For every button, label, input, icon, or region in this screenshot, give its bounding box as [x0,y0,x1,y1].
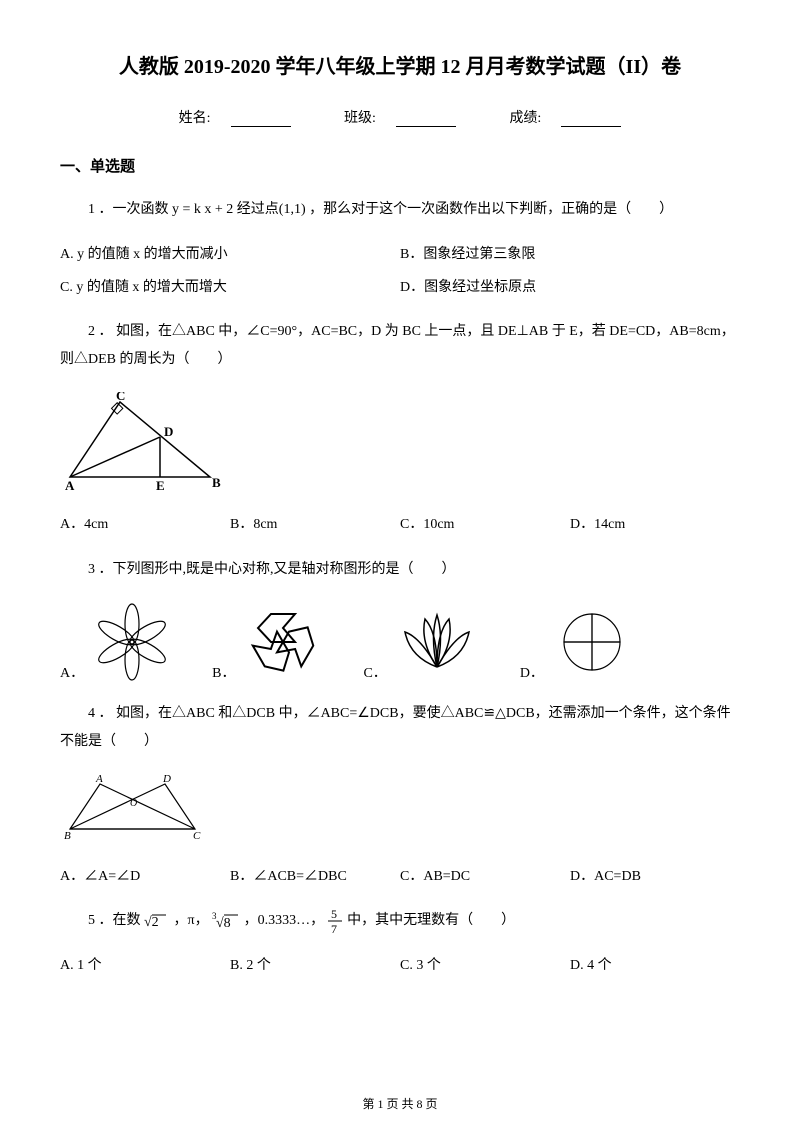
q5-mid1: ，π， [174,913,209,928]
q5-mid2: ，0.3333…， [244,913,325,928]
score-blank [561,113,621,127]
q2-figure: A C B D E [60,392,740,497]
q5-options: A. 1 个 B. 2 个 C. 3 个 D. 4 个 [60,953,740,978]
exam-title: 人教版 2019-2020 学年八年级上学期 12 月月考数学试题（II）卷 [60,50,740,79]
svg-text:E: E [156,478,165,492]
q3-opt-d-label: D． [520,662,544,682]
q3-opt-c-label: C． [363,662,386,682]
q2-opt-b: B．8cm [230,512,400,537]
hexagon-icon [243,602,323,682]
q5-prefix: 5 ．在数 [88,913,141,928]
question-4: 4 ． 如图，在△ABC 和△DCB 中，∠ABC=∠DCB，要使△ABC≌△D… [60,700,740,756]
pinwheel-icon [552,602,632,682]
svg-text:D: D [164,424,173,439]
page-footer: 第 1 页 共 8 页 [0,1095,800,1112]
q2-opt-d: D．14cm [570,512,740,537]
svg-text:B: B [212,475,221,490]
q5-opt-a: A. 1 个 [60,953,230,978]
lotus-icon [395,607,480,682]
q4-options: A．∠A=∠D B．∠ACB=∠DBC C．AB=DC D．AC=DB [60,864,740,889]
q4-opt-a: A．∠A=∠D [60,864,230,889]
class-blank [396,113,456,127]
svg-text:O: O [130,798,137,809]
fraction-5-7-icon: 57 [328,907,344,935]
q5-opt-b: B. 2 个 [230,953,400,978]
q3-shapes: A． B． C． [60,602,740,682]
flower-icon [92,602,172,682]
q5-opt-c: C. 3 个 [400,953,570,978]
question-1: 1 ．一次函数 y = k x + 2 经过点(1,1) ，那么对于这个一次函数… [60,196,740,224]
name-label: 姓名: [179,111,211,126]
q4-opt-b: B．∠ACB=∠DBC [230,864,400,889]
q1-opt-d: D．图象经过坐标原点 [400,275,740,300]
class-label: 班级: [344,111,376,126]
q1-opt-c: C. y 的值随 x 的增大而增大 [60,275,400,300]
cbrt8-icon: 3√8 [212,911,240,931]
score-label: 成绩: [509,111,541,126]
q1-opt-a: A. y 的值随 x 的增大而减小 [60,242,400,267]
question-3: 3 ．下列图形中,既是中心对称,又是轴对称图形的是（ ） [60,556,740,584]
svg-text:7: 7 [331,922,337,935]
q3-opt-a-label: A． [60,662,84,682]
q1-options-row2: C. y 的值随 x 的增大而增大 D．图象经过坐标原点 [60,275,740,300]
question-2: 2 ． 如图，在△ABC 中，∠C=90°，AC=BC，D 为 BC 上一点，且… [60,318,740,374]
student-info-line: 姓名: 班级: 成绩: [60,107,740,127]
svg-text:A: A [95,774,103,785]
q4-opt-c: C．AB=DC [400,864,570,889]
q2-options: A．4cm B．8cm C．10cm D．14cm [60,512,740,537]
name-blank [231,113,291,127]
svg-text:B: B [64,830,71,842]
svg-text:5: 5 [331,907,337,921]
q2-opt-a: A．4cm [60,512,230,537]
svg-text:D: D [162,774,171,785]
q3-opt-b-label: B． [212,662,235,682]
q4-opt-d: D．AC=DB [570,864,740,889]
svg-text:C: C [193,830,201,842]
q5-opt-d: D. 4 个 [570,953,740,978]
q4-figure: A D B C O [60,774,740,849]
q1-opt-b: B．图象经过第三象限 [400,242,740,267]
svg-text:√2: √2 [144,915,159,930]
q5-suffix: 中，其中无理数有（ ） [347,913,515,928]
svg-text:A: A [65,478,75,492]
q2-opt-c: C．10cm [400,512,570,537]
section-1-header: 一、单选题 [60,155,740,176]
sqrt2-icon: √2 [144,912,170,930]
svg-text:C: C [116,392,125,403]
svg-text:√8: √8 [216,916,231,931]
question-5: 5 ．在数 √2 ，π， 3√8 ，0.3333…， 57 中，其中无理数有（ … [60,907,740,935]
q1-options-row1: A. y 的值随 x 的增大而减小 B．图象经过第三象限 [60,242,740,267]
